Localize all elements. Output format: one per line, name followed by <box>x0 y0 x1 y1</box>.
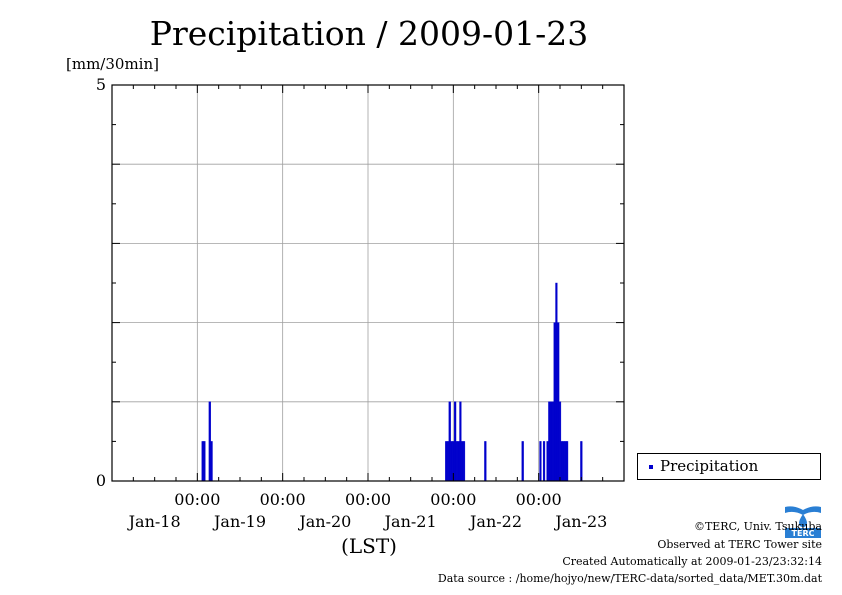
x-tick-date-label: Jan-19 <box>213 512 267 531</box>
precipitation-bar <box>454 401 457 482</box>
precipitation-bar <box>550 401 553 482</box>
precipitation-bar <box>557 322 560 482</box>
x-axis-label: (LST) <box>341 534 397 558</box>
precipitation-bar <box>203 441 206 482</box>
x-tick-date-label: Jan-22 <box>469 512 523 531</box>
footer-copyright: ©TERC, Univ. Tsukuba <box>693 520 822 533</box>
precipitation-bar <box>560 441 563 482</box>
precipitation-bar <box>448 401 451 482</box>
precipitation-bar <box>555 282 558 482</box>
x-tick-date-label: Jan-18 <box>128 512 181 531</box>
x-tick-time-label: 00:00 <box>430 490 477 509</box>
x-tick-time-label: 00:00 <box>174 490 221 509</box>
x-tick-date-label: Jan-21 <box>384 512 437 531</box>
x-tick-date-label: Jan-23 <box>555 512 608 531</box>
precipitation-bar <box>459 401 462 482</box>
precipitation-bar <box>484 441 487 482</box>
grid-layer <box>112 85 624 481</box>
y-tick-label: 0 <box>95 471 106 490</box>
precipitation-bar <box>462 441 466 482</box>
legend: Precipitation <box>637 453 821 480</box>
precipitation-bar <box>558 401 562 482</box>
precipitation-bar <box>542 441 546 482</box>
tick-layer <box>111 84 625 482</box>
precipitation-bar <box>455 441 459 482</box>
chart-title: Precipitation / 2009-01-23 <box>149 14 589 53</box>
footer-source: Data source : /home/hojyo/new/TERC-data/… <box>437 572 822 585</box>
precipitation-bar <box>565 441 569 482</box>
precipitation-bar <box>450 441 453 482</box>
precipitation-bar <box>210 441 213 482</box>
precipitation-bar <box>521 441 524 482</box>
y-axis-unit-label: [mm/30min] <box>66 55 159 73</box>
precipitation-bar <box>445 441 448 482</box>
precipitation-bar <box>539 441 542 482</box>
precipitation-bar <box>551 401 555 482</box>
precipitation-bar <box>208 401 211 482</box>
legend-swatch <box>649 465 653 469</box>
x-tick-time-label: 00:00 <box>515 490 562 509</box>
y-tick-label: 5 <box>95 75 106 94</box>
precipitation-bar <box>562 441 565 482</box>
logo-text: TERC <box>792 529 815 538</box>
precipitation-bar <box>461 441 464 482</box>
footer-observed: Observed at TERC Tower site <box>657 538 822 551</box>
legend-label: Precipitation <box>660 457 759 475</box>
bar-layer <box>201 282 583 482</box>
x-tick-time-label: 00:00 <box>344 490 392 509</box>
precipitation-bar <box>580 441 583 482</box>
terc-logo-icon: TERC <box>785 506 821 538</box>
x-tick-date-label: Jan-20 <box>299 512 352 531</box>
x-tick-time-label: 00:00 <box>259 490 306 509</box>
footer-created: Created Automatically at 2009-01-23/23:3… <box>562 555 822 568</box>
precipitation-bar <box>546 441 549 482</box>
precipitation-bar <box>548 401 551 482</box>
